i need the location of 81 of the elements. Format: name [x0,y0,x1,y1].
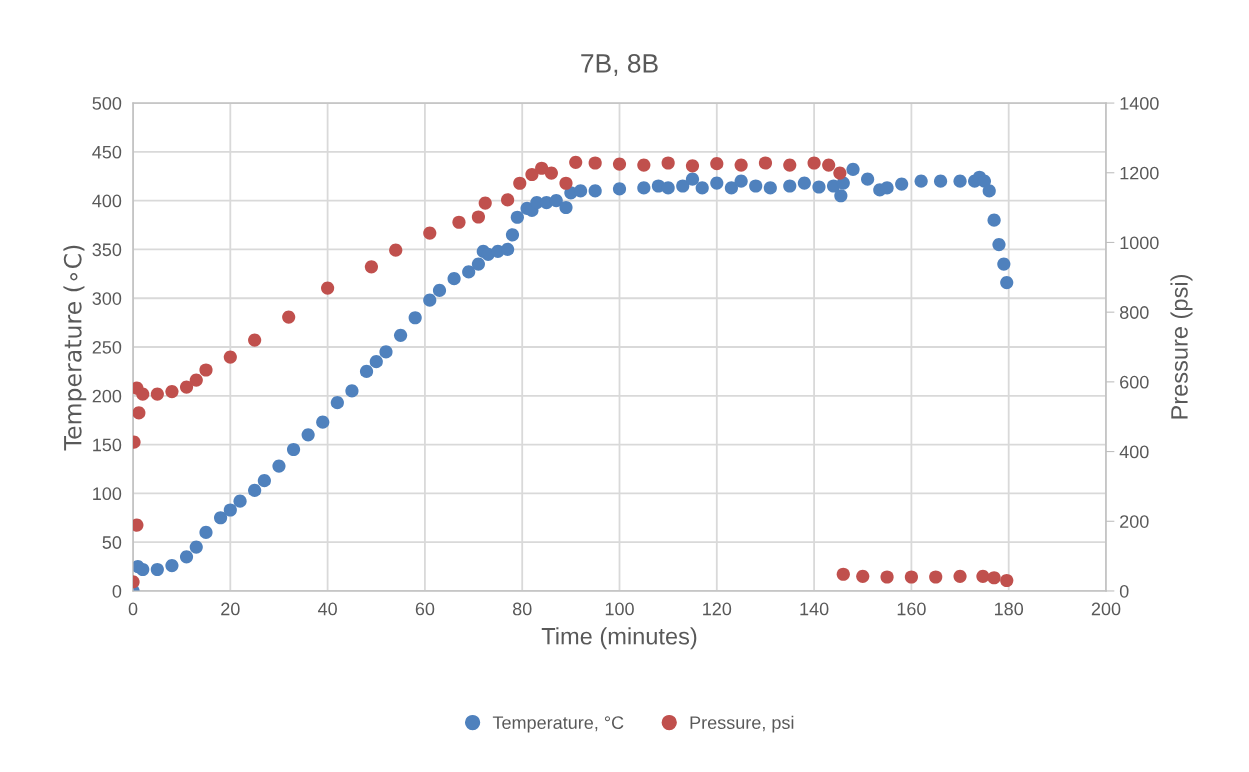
point [904,570,918,584]
point [822,158,836,172]
x-tick-label: 180 [995,602,1024,616]
point [165,385,179,399]
point [150,387,164,401]
point [535,161,549,175]
point [833,166,847,180]
point [807,156,821,170]
x-tick-label: 40 [317,602,337,616]
x-tick-label: 20 [221,602,240,616]
x-tick-label: 60 [415,602,435,616]
point [223,350,237,364]
y-tick-label: 400 [92,194,122,208]
point [423,226,437,240]
point [199,363,213,377]
point [588,156,602,170]
point [710,157,724,171]
point [179,380,194,394]
x-tick-label: 0 [128,602,138,616]
point [133,406,146,420]
point [856,569,870,583]
point [282,310,296,324]
chart-title: 7B, 8B [581,54,658,76]
point [189,373,203,387]
y-tick-label: 0 [112,584,122,598]
point [559,176,573,190]
y2-tick-label: 200 [1120,515,1149,528]
y-tick-label: 100 [93,487,122,501]
legend-label: Pressure, psi [690,715,794,733]
y-tick-label: 200 [92,389,122,403]
y-tick-label: 350 [92,243,122,257]
point [836,567,850,581]
y2-tick-label: 600 [1120,375,1149,389]
y-tick-label: 250 [92,340,122,354]
x-tick-label: 120 [703,602,732,616]
point [734,158,748,172]
point [758,156,773,170]
y2-tick-label: 1000 [1120,236,1159,250]
x-tick-label: 80 [512,602,532,616]
x-tick-label: 160 [897,602,926,616]
x-tick-label: 200 [1091,602,1121,616]
legend-label: Temperature, °C [492,716,624,733]
point [637,158,651,172]
y2-axis-title: Pressure (psi) [1170,275,1193,419]
y2-tick-label: 1400 [1120,97,1159,110]
y2-tick-label: 800 [1119,306,1149,319]
point [525,167,539,182]
point [513,176,527,190]
y-tick-label: 450 [92,145,122,159]
y2-tick-label: 400 [1119,445,1149,459]
y2-tick-label: 1200 [1120,166,1159,180]
x-axis-title: Time (minutes) [541,627,697,650]
point [478,196,492,210]
point [501,193,515,207]
y2-tick-label: 0 [1119,584,1129,598]
point [685,159,700,173]
point [612,157,627,171]
point [1000,573,1014,588]
point [364,260,378,274]
point [248,333,262,347]
y-tick-label: 500 [92,97,122,110]
y-axis-title: Temperature (∘C) [63,245,87,451]
point [880,570,894,584]
point [783,158,797,172]
point [661,156,675,170]
point [452,215,466,229]
point [389,243,403,257]
point [953,569,967,583]
y-tick-label: 150 [93,438,122,452]
point [471,210,486,224]
x-tick-label: 100 [605,602,634,616]
point [987,571,1001,585]
point [929,570,943,584]
point [544,166,558,180]
point [569,155,583,169]
point [321,281,335,295]
y-tick-label: 300 [92,292,122,305]
point [136,387,150,401]
y-tick-label: 50 [102,536,122,549]
x-tick-label: 140 [800,602,829,616]
point [976,569,990,583]
